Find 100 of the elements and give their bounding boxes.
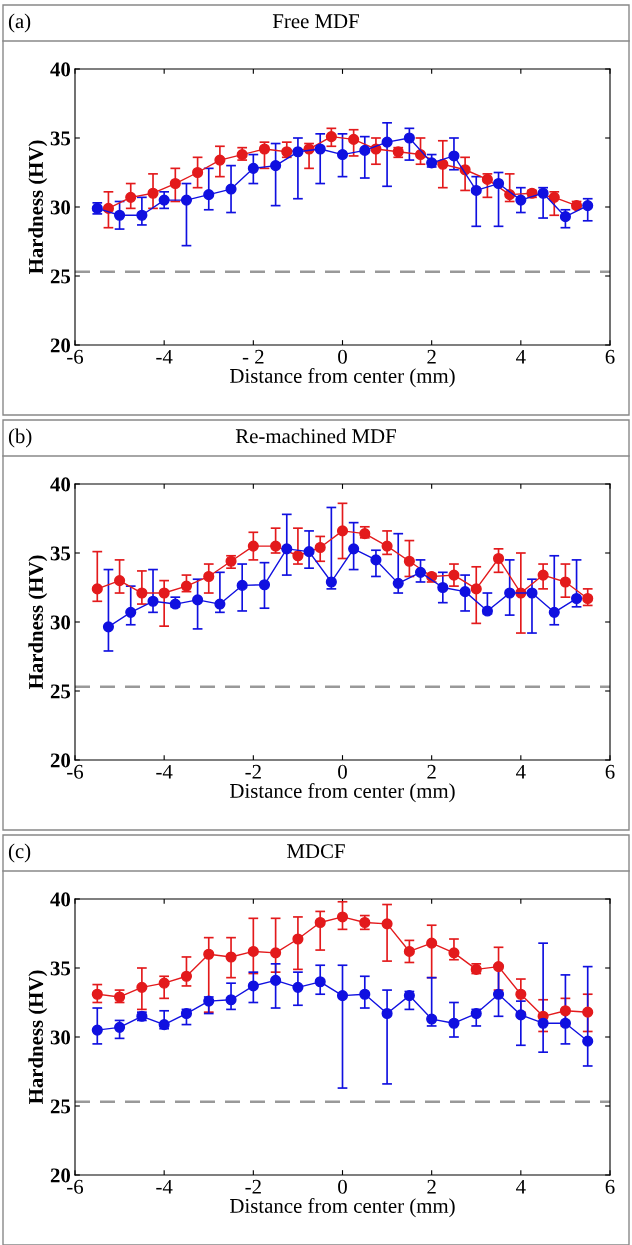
point [225,183,237,195]
point [348,543,360,555]
x-tick-label: 2 [427,764,436,779]
x-tick-label: - 2 [242,349,264,364]
point [448,569,460,581]
point [481,605,493,617]
point [180,194,193,206]
point [158,977,170,989]
point [247,162,259,174]
point [571,592,583,605]
point [381,136,393,148]
point [136,587,148,599]
point [348,133,360,145]
point [448,150,460,162]
point [258,143,271,155]
point [136,209,148,221]
point [381,918,393,930]
point [515,194,527,206]
x-tick-label: 0 [338,764,347,779]
point [169,177,181,190]
point [370,554,382,566]
y-tick-label: 40 [50,892,71,907]
x-tick-label: 2 [427,1179,436,1194]
y-tick-label: 35 [50,131,71,146]
point [292,981,304,993]
point [214,598,226,610]
point [537,187,549,199]
point [292,933,304,945]
chart-title: Free MDF [272,14,359,29]
point [403,555,415,567]
point [270,974,282,986]
point [336,525,349,537]
point [504,587,516,599]
x-tick-label: 2 [427,349,436,364]
x-tick-label: 4 [516,1179,526,1194]
point [559,1005,571,1017]
point [548,606,560,618]
point [381,1007,393,1020]
point [526,587,538,599]
point [559,211,571,223]
point [359,988,371,1000]
point [582,200,594,212]
point [270,947,282,959]
point [102,621,114,633]
point [91,988,103,1000]
text: (b) [8,428,32,448]
x-tick-label: -4 [156,349,173,364]
point [203,995,215,1007]
point [180,1007,193,1020]
point [582,592,594,605]
point [492,988,505,1000]
text: (a) [8,13,31,33]
point [270,160,282,172]
x-axis-title: Distance from center (mm) [230,368,455,388]
y-tick-label: 25 [50,269,71,284]
point [582,1035,594,1047]
point [303,546,315,558]
point [470,1007,482,1020]
point [203,570,215,583]
point [403,132,415,144]
x-tick-label: -4 [156,764,173,779]
point [492,552,505,565]
point [225,994,237,1006]
x-tick-label: 0 [338,1179,347,1194]
chart-title: Re-machined MDF [235,428,396,444]
point [492,177,505,190]
y-tick-label: 30 [50,200,71,215]
x-tick-label: 0 [338,349,347,364]
point [492,961,505,973]
x-tick-label: 6 [605,349,615,364]
point [147,595,159,607]
x-tick-label: 6 [605,764,615,779]
x-tick-label: -2 [245,764,261,779]
point [247,540,259,552]
point [537,569,549,581]
point [392,577,404,589]
point [258,579,271,591]
x-tick-label: 4 [516,764,526,779]
point [247,980,259,992]
point [147,187,159,199]
point [559,1017,571,1029]
point [203,189,215,201]
point [325,576,337,588]
point [158,194,170,206]
point [91,583,103,595]
point [91,1024,103,1036]
y-tick-label: 35 [50,961,71,976]
point [515,988,527,1000]
point [548,191,560,203]
x-tick-label: 6 [605,1179,615,1194]
point [481,173,493,185]
point [192,594,204,606]
y-tick-label: 40 [50,62,71,77]
chart-title: MDCF [287,844,345,859]
x-tick-label: 4 [516,349,526,364]
point [270,540,282,552]
point [459,586,471,598]
point [281,543,293,555]
point [214,154,226,166]
point [192,166,204,179]
